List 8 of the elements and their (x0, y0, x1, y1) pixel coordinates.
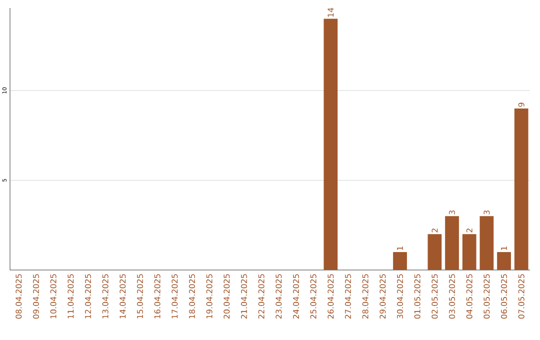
bar (324, 18, 338, 270)
bar (497, 252, 511, 270)
bar (514, 108, 528, 270)
bar (428, 234, 442, 270)
bar (445, 216, 459, 270)
bar (462, 234, 476, 270)
bar (480, 216, 494, 270)
bar (393, 252, 407, 270)
